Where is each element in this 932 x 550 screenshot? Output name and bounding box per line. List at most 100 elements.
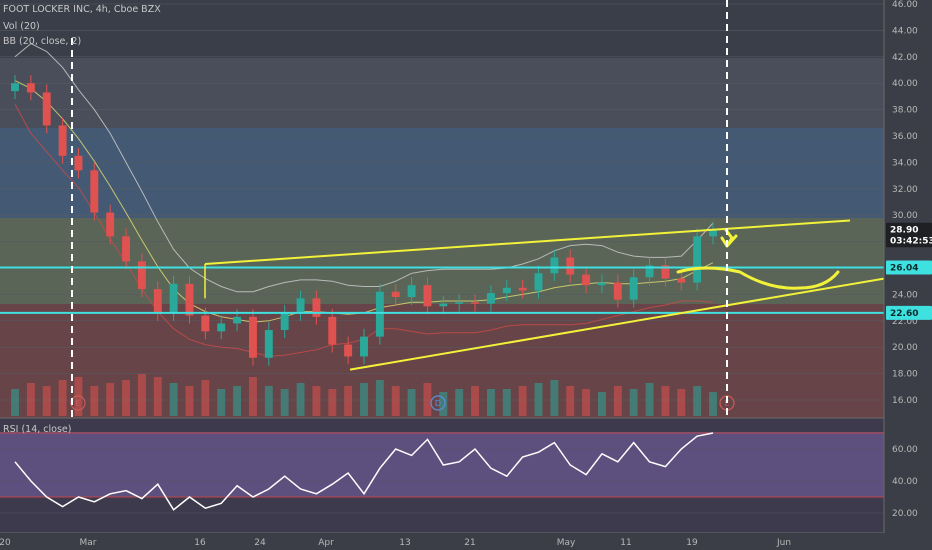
price-axis-tick: 40.00	[892, 79, 918, 89]
volume-bar	[391, 386, 400, 416]
volume-bar	[153, 377, 162, 416]
time-axis-tick: Mar	[80, 538, 97, 548]
event-marker[interactable]: D	[430, 395, 446, 411]
time-axis[interactable]	[0, 533, 884, 550]
rsi-line	[14, 432, 714, 511]
price-tag-label: 03:42:53	[890, 236, 932, 246]
candle-body	[328, 316, 337, 345]
candle-body	[296, 298, 305, 313]
price-tag[interactable]: 26.04	[886, 260, 932, 275]
candle-body	[280, 312, 289, 331]
volume-bar	[582, 389, 591, 416]
volume-bar	[122, 380, 131, 416]
volume-bar	[233, 386, 242, 416]
price-axis-tick: 16.00	[892, 396, 918, 406]
symbol-legend: FOOT LOCKER INC, 4h, Cboe BZX	[3, 4, 161, 15]
candle-body	[518, 287, 527, 291]
volume-bar	[502, 389, 511, 416]
price-axis[interactable]	[884, 0, 932, 550]
volume-bar	[407, 389, 416, 416]
time-axis-tick: 20	[0, 538, 11, 548]
time-axis-tick: Jun	[776, 538, 791, 548]
volume-bar	[217, 389, 226, 416]
volume-bar	[264, 386, 273, 416]
price-axis-tick: 46.00	[892, 0, 918, 10]
volume-bar	[455, 389, 464, 416]
candle-body	[58, 125, 67, 156]
rsi-legend: RSI (14, close)	[3, 424, 71, 435]
candle-body	[248, 316, 257, 358]
time-axis-tick: 16	[194, 538, 206, 548]
projected-path-curve[interactable]	[676, 266, 840, 290]
price-tag[interactable]: 22.60	[886, 305, 932, 320]
lower-trend-line[interactable]	[349, 277, 884, 371]
price-axis-tick: 32.00	[892, 185, 918, 195]
volume-bar	[486, 389, 495, 416]
bollinger-legend: BB (20, close, 2)	[3, 36, 81, 47]
zone-green	[0, 218, 884, 304]
volume-bar	[11, 389, 19, 416]
volume-bar	[566, 386, 575, 416]
price-axis-tick: 22.00	[892, 317, 918, 327]
candle-body	[709, 229, 717, 237]
price-axis-tick: 24.00	[892, 290, 918, 300]
price-axis-tick: 36.00	[892, 132, 918, 142]
price-axis-tick: 34.00	[892, 158, 918, 168]
candle-body	[613, 282, 622, 300]
volume-bar	[597, 392, 606, 416]
candle-body	[423, 285, 432, 307]
price-tag[interactable]: 03:42:53	[886, 233, 932, 248]
candle-body	[201, 315, 210, 332]
zone-top	[0, 0, 884, 58]
price-tag-label: 22.60	[890, 309, 918, 319]
volume-bar	[645, 383, 654, 416]
price-axis-tick: 20.00	[892, 343, 918, 353]
candle-body	[153, 289, 162, 313]
event-marker-letter: D	[435, 399, 441, 408]
candle-body	[391, 291, 400, 298]
volume-bar	[26, 383, 35, 416]
volume-bar	[201, 380, 210, 416]
time-axis-tick: 13	[399, 538, 410, 548]
rsi-band-fill	[0, 432, 884, 497]
candle-body	[90, 170, 99, 213]
candle-body	[486, 293, 495, 304]
candle-body	[455, 302, 464, 304]
candle-body	[645, 265, 654, 278]
price-tag[interactable]: 28.90	[886, 222, 932, 237]
rsi-axis-tick: 40.00	[892, 477, 918, 487]
price-tag-label: 26.04	[890, 263, 918, 273]
volume-bar	[613, 386, 622, 416]
candle-body	[693, 236, 702, 283]
volume-bar	[360, 383, 368, 416]
candle-body	[122, 236, 131, 262]
bollinger-upper-line	[14, 43, 714, 293]
rsi-axis-tick: 60.00	[892, 445, 918, 455]
volume-bar	[58, 380, 67, 416]
price-axis-tick: 44.00	[892, 26, 918, 36]
candle-body	[26, 83, 35, 93]
zone-blue	[0, 128, 884, 218]
candle-body	[42, 92, 51, 126]
zone-upper-gray	[0, 58, 884, 128]
candle-body	[344, 344, 353, 357]
volume-bar	[248, 377, 257, 416]
time-axis-tick: Apr	[318, 538, 334, 548]
time-axis-tick: 24	[254, 538, 266, 548]
time-axis-tick: 19	[686, 538, 698, 548]
candle-body	[74, 155, 83, 171]
volume-bar	[90, 386, 99, 416]
volume-bar	[375, 380, 384, 416]
volume-bar	[137, 374, 146, 416]
candle-body	[312, 298, 321, 317]
event-marker-letter: E	[75, 399, 80, 408]
volume-bar	[439, 392, 448, 416]
candle-body	[661, 265, 670, 279]
volume-legend: Vol (20)	[3, 21, 40, 32]
volume-bar	[518, 386, 527, 416]
candle-body	[550, 257, 559, 274]
upper-trend-line[interactable]	[204, 219, 851, 266]
candle-body	[360, 336, 368, 357]
